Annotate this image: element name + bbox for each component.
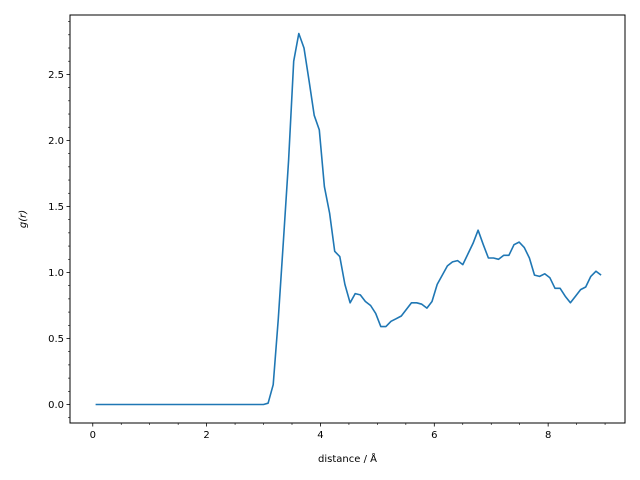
x-tick-label: 6 [431,430,437,441]
y-tick-label: 0.5 [48,334,64,345]
axes-frame [69,14,626,424]
y-tick-label: 2.5 [48,70,64,81]
y-tick-label: 2.0 [48,136,64,147]
axis-ticks: 0 2 4 6 8 0.0 0.5 1.0 1.5 2.0 2.5 [48,21,606,441]
y-tick-label: 1.0 [48,268,64,279]
y-tick-label: 0.0 [48,400,64,411]
x-tick-label: 4 [317,430,323,441]
x-tick-label: 8 [545,430,551,441]
plot-area [95,32,602,406]
y-axis-label: g(r) [18,210,29,228]
x-tick-label: 2 [203,430,209,441]
gr-series-line [95,32,602,406]
x-axis-label: distance / Å [318,452,377,465]
x-tick-label: 0 [90,430,96,441]
y-tick-label: 1.5 [48,202,64,213]
